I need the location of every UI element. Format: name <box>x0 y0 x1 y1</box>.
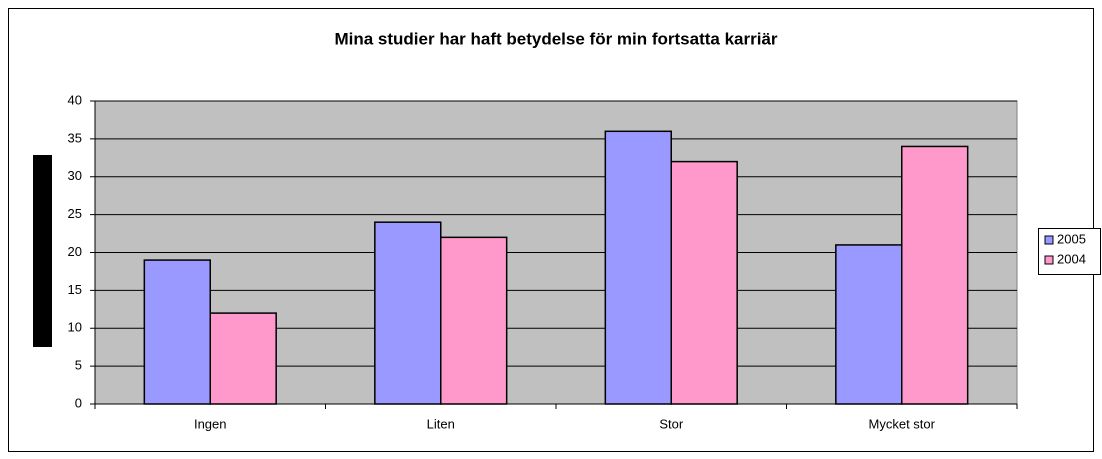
bar <box>670 160 738 405</box>
y-tick-label: 35 <box>68 130 82 145</box>
axis-title-block <box>33 155 52 347</box>
y-tick-label: 5 <box>75 358 82 373</box>
chart-title: Mina studier har haft betydelse för min … <box>334 29 777 48</box>
x-tick-label: Ingen <box>194 416 227 431</box>
legend-swatch <box>1044 255 1054 265</box>
y-tick-label: 10 <box>68 320 82 335</box>
legend-swatch <box>1044 235 1054 245</box>
bar <box>209 312 277 405</box>
x-tick-label: Mycket stor <box>869 416 936 431</box>
bar <box>143 259 211 405</box>
bar <box>604 130 673 405</box>
x-tick-label: Stor <box>659 416 684 431</box>
bar <box>374 221 442 405</box>
y-tick-label: 40 <box>68 92 82 107</box>
bar <box>835 244 903 405</box>
y-tick-label: 30 <box>68 168 82 183</box>
bar <box>901 145 969 405</box>
legend-label: 2005 <box>1057 231 1086 246</box>
y-tick-label: 20 <box>68 244 82 259</box>
y-tick-label: 15 <box>68 282 82 297</box>
x-tick-label: Liten <box>427 416 455 431</box>
bar <box>440 236 508 405</box>
y-tick-label: 25 <box>68 206 82 221</box>
legend-label: 2004 <box>1057 251 1086 266</box>
y-tick-label: 0 <box>75 395 82 410</box>
